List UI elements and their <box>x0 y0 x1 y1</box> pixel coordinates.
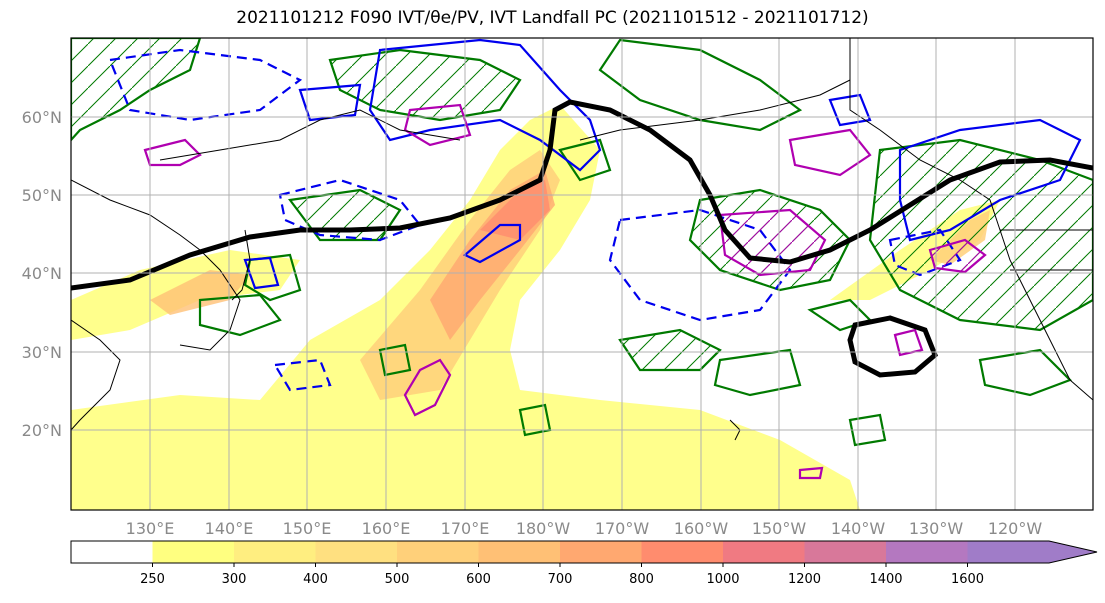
lon-label: 130°E <box>126 519 175 538</box>
colorbar-tick-label: 1400 <box>869 572 902 587</box>
colorbar-tick-label: 500 <box>385 572 410 587</box>
lon-label: 170°W <box>595 519 650 538</box>
lon-label: 120°W <box>988 519 1043 538</box>
colorbar-segment <box>641 541 724 563</box>
lat-label: 50°N <box>22 186 62 205</box>
lat-label: 60°N <box>22 108 62 127</box>
colorbar-segment <box>560 541 642 563</box>
colorbar-segment <box>71 541 153 563</box>
colorbar-segment <box>886 541 968 563</box>
colorbar-segment <box>152 541 235 563</box>
colorbar-segment <box>315 541 398 563</box>
latitude-labels: 60°N 50°N 40°N 30°N 20°N <box>22 108 62 440</box>
lon-label: 140°W <box>831 519 886 538</box>
colorbar-segment <box>397 541 479 563</box>
lon-label: 140°E <box>205 519 254 538</box>
colorbar-segment <box>804 541 887 563</box>
lon-label: 160°W <box>674 519 729 538</box>
colorbar-segment <box>234 541 316 563</box>
colorbar-tick-label: 700 <box>548 572 573 587</box>
colorbar-tick-label: 1000 <box>706 572 739 587</box>
lon-label: 160°E <box>362 519 411 538</box>
lat-label: 20°N <box>22 421 62 440</box>
colorbar-tick-label: 600 <box>466 572 491 587</box>
map-title: 2021101212 F090 IVT/θe/PV, IVT Landfall … <box>236 8 869 28</box>
lon-label: 180°W <box>516 519 571 538</box>
colorbar: 250 300 400 500 600 700 800 1000 1200 1400 1600 <box>70 540 1098 587</box>
colorbar-tick-label: 400 <box>303 572 328 587</box>
colorbar-tick-label: 250 <box>140 572 165 587</box>
graticule <box>71 38 1093 510</box>
lon-label: 150°E <box>283 519 332 538</box>
colorbar-segment <box>478 541 561 563</box>
colorbar-segment <box>723 541 805 563</box>
colorbar-tick-label: 800 <box>629 572 654 587</box>
coastlines <box>71 38 1093 441</box>
colorbar-tick-label: 300 <box>222 572 247 587</box>
lon-label: 150°W <box>752 519 807 538</box>
lat-label: 30°N <box>22 343 62 362</box>
lat-label: 40°N <box>22 264 62 283</box>
colorbar-border <box>70 540 1098 564</box>
theta-e-contours <box>71 38 1093 447</box>
lon-label: 130°W <box>909 519 964 538</box>
longitude-labels: 130°E 140°E 150°E 160°E 170°E 180°W 170°… <box>126 519 1043 538</box>
landfall-pc-contour <box>71 99 1093 378</box>
colorbar-tick-label: 1600 <box>951 572 984 587</box>
colorbar-tick-label: 1200 <box>788 572 821 587</box>
map-border <box>70 37 1094 511</box>
lon-label: 170°E <box>441 519 490 538</box>
colorbar-segment <box>967 541 1097 563</box>
